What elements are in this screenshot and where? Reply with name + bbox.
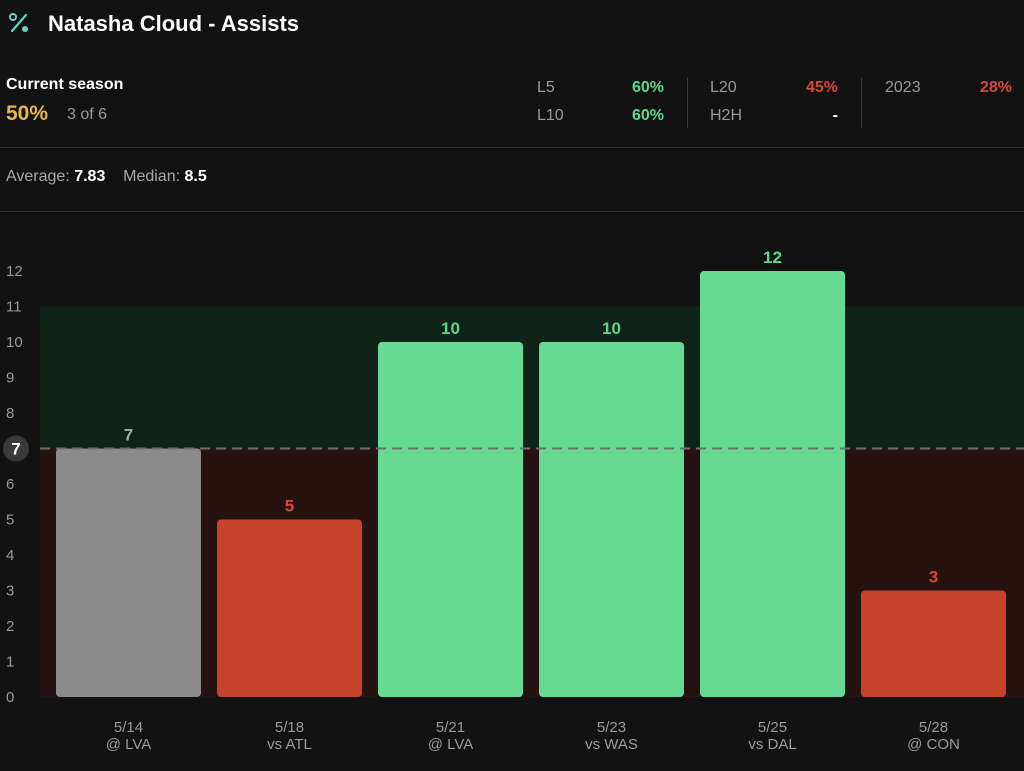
x-date-label: 5/14 bbox=[114, 719, 143, 736]
current-season-count: 3 of 6 bbox=[67, 106, 108, 123]
l10-value: 60% bbox=[631, 107, 664, 124]
season-2023-label: 2023 bbox=[885, 79, 921, 96]
x-date-label: 5/25 bbox=[758, 719, 787, 736]
x-opponent-label: vs ATL bbox=[267, 736, 312, 753]
l10-label: L10 bbox=[537, 107, 564, 124]
line-badge bbox=[3, 435, 29, 462]
median-value: 8.5 bbox=[184, 168, 207, 185]
l5-label: L5 bbox=[537, 79, 555, 96]
bar bbox=[539, 342, 684, 697]
summary-row: Average: 7.83 Median: 8.5 bbox=[6, 168, 207, 186]
y-tick-label: 9 bbox=[6, 370, 14, 387]
h2h-label: H2H bbox=[710, 107, 743, 124]
divider bbox=[0, 147, 1024, 148]
line-badge-label: 7 bbox=[11, 440, 20, 459]
x-date-label: 5/21 bbox=[436, 719, 465, 736]
bar-value-label: 12 bbox=[763, 248, 782, 267]
l20-value: 45% bbox=[805, 79, 838, 96]
stats-divider bbox=[861, 78, 862, 128]
under-zone bbox=[40, 448, 1024, 697]
x-opponent-label: @ LVA bbox=[106, 736, 152, 753]
y-tick-label: 8 bbox=[6, 405, 14, 422]
y-tick-label: 12 bbox=[6, 263, 23, 280]
bar bbox=[861, 590, 1006, 697]
x-opponent-label: @ CON bbox=[907, 736, 960, 753]
bar bbox=[56, 448, 201, 697]
h2h-value: - bbox=[832, 107, 838, 124]
page-title: Natasha Cloud - Assists bbox=[48, 11, 300, 36]
y-tick-label: 6 bbox=[6, 476, 14, 493]
y-tick-label: 5 bbox=[6, 512, 14, 529]
bar-value-label: 10 bbox=[602, 319, 621, 338]
x-date-label: 5/23 bbox=[597, 719, 626, 736]
x-date-label: 5/18 bbox=[275, 719, 304, 736]
x-date-label: 5/28 bbox=[919, 719, 948, 736]
x-opponent-label: @ LVA bbox=[428, 736, 474, 753]
divider bbox=[0, 211, 1024, 212]
average-label: Average: bbox=[6, 168, 70, 185]
l5-value: 60% bbox=[631, 79, 664, 96]
bar-value-label: 3 bbox=[929, 568, 938, 587]
season-2023-value: 28% bbox=[979, 79, 1012, 96]
stats-divider bbox=[687, 78, 688, 128]
y-tick-label: 11 bbox=[6, 299, 22, 316]
y-tick-label: 4 bbox=[6, 547, 14, 564]
current-season-label: Current season bbox=[6, 76, 124, 93]
percent-icon bbox=[9, 13, 28, 33]
average-value: 7.83 bbox=[74, 168, 106, 185]
median-label: Median: bbox=[123, 168, 181, 185]
bar-value-label: 10 bbox=[441, 319, 460, 338]
l20-label: L20 bbox=[710, 79, 737, 96]
x-opponent-label: vs DAL bbox=[748, 736, 796, 753]
current-season-pct: 50% bbox=[6, 102, 49, 125]
y-tick-label: 1 bbox=[6, 654, 14, 671]
bar bbox=[378, 342, 523, 697]
y-tick-label: 3 bbox=[6, 583, 14, 600]
y-tick-label: 2 bbox=[6, 618, 14, 635]
y-tick-label: 10 bbox=[6, 334, 23, 351]
bar bbox=[217, 519, 362, 697]
bar bbox=[700, 271, 845, 697]
header: Natasha Cloud - Assists bbox=[0, 0, 1024, 52]
bar-value-label: 5 bbox=[285, 497, 294, 516]
bar-value-label: 7 bbox=[124, 426, 133, 445]
y-tick-label: 0 bbox=[6, 689, 14, 706]
x-opponent-label: vs WAS bbox=[585, 736, 638, 753]
over-zone bbox=[40, 306, 1024, 449]
